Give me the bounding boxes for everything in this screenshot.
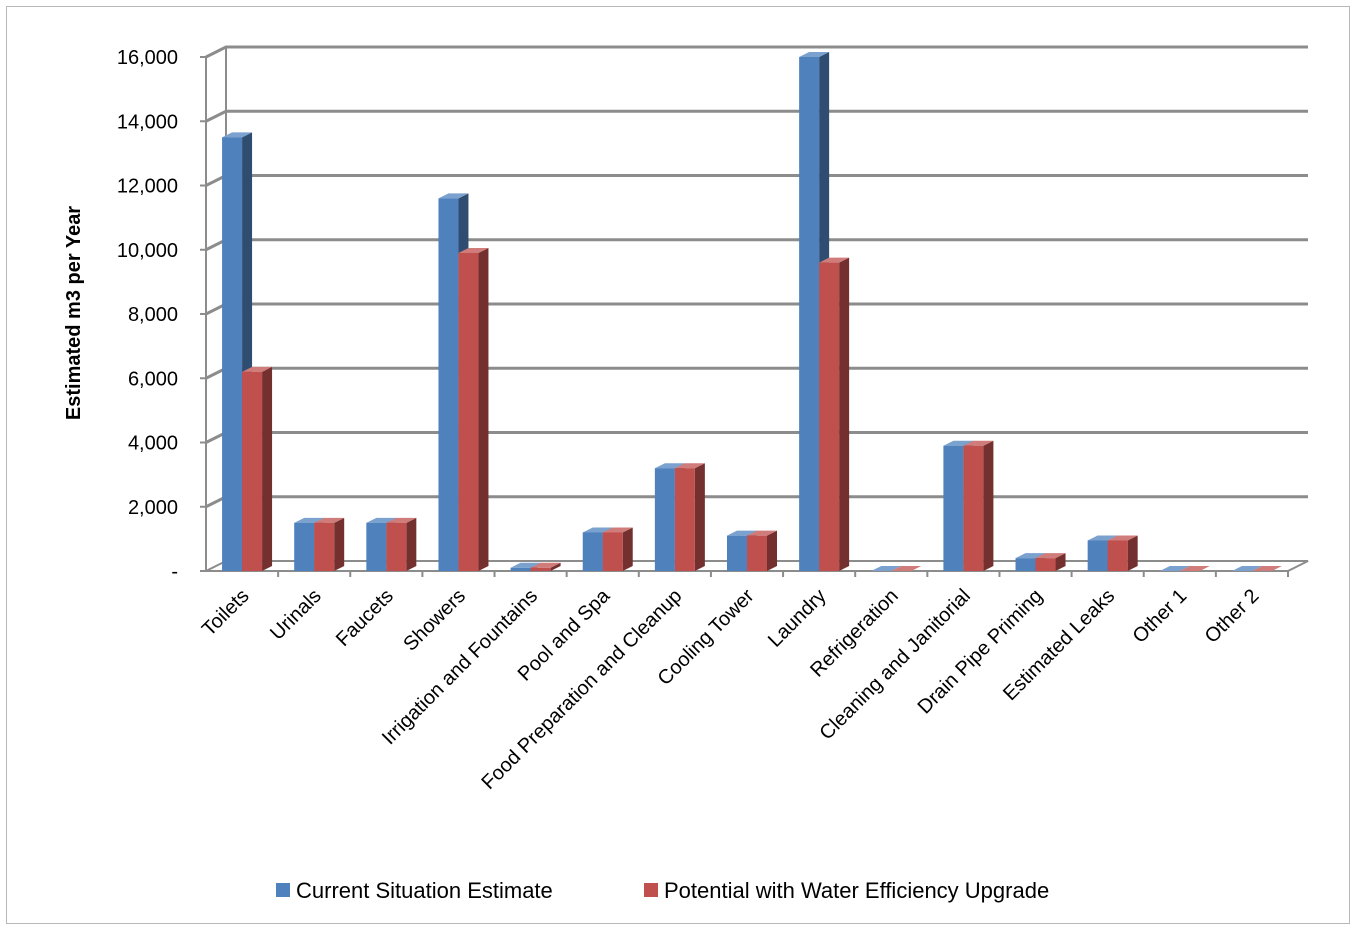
legend-label-potential: Potential with Water Efficiency Upgrade xyxy=(664,878,1049,903)
y-tick-label: 6,000 xyxy=(128,368,178,390)
gridline xyxy=(205,45,1308,59)
gridline xyxy=(205,495,1308,509)
gridline xyxy=(205,109,1308,123)
bar-potential-4 xyxy=(530,562,561,571)
legend-swatch-potential xyxy=(644,883,658,897)
y-tick-label: 4,000 xyxy=(128,433,178,455)
bars-layer xyxy=(222,52,1282,571)
bar-potential-2 xyxy=(386,517,417,571)
bar-potential-1 xyxy=(314,517,345,571)
gridline xyxy=(205,302,1308,316)
y-tick-label: 14,000 xyxy=(117,111,178,133)
grid-layer xyxy=(205,45,1309,572)
y-tick-label: 12,000 xyxy=(117,176,178,198)
x-tick-label: Drain Pipe Priming xyxy=(914,585,1047,718)
y-tick-label: 16,000 xyxy=(117,47,178,69)
labels-layer: - 2,000 4,000 6,000 8,000 10,000 12,000 14,000 1… xyxy=(117,47,1264,794)
y-tick-label: 8,000 xyxy=(128,304,178,326)
gridline xyxy=(205,366,1308,380)
x-tick-label: Urinals xyxy=(266,585,326,645)
legend: Current Situation Estimate Potential wit… xyxy=(276,878,1049,903)
x-tick-label: Showers xyxy=(399,585,470,656)
x-tick-label: Faucets xyxy=(332,585,398,651)
bar-potential-8 xyxy=(819,257,850,571)
bar-potential-11 xyxy=(1035,553,1066,571)
gridline xyxy=(205,174,1308,187)
x-tick-label: Other 1 xyxy=(1129,585,1192,648)
gridline xyxy=(205,431,1308,444)
bar-potential-9 xyxy=(891,566,922,571)
gridline xyxy=(205,238,1308,252)
x-tick-label: Laundry xyxy=(764,585,831,652)
y-tick-label: 10,000 xyxy=(117,240,178,262)
bar-potential-13 xyxy=(1179,566,1210,571)
y-axis-title: Estimated m3 per Year xyxy=(63,206,85,420)
bar-potential-6 xyxy=(674,463,705,571)
bar-potential-12 xyxy=(1107,535,1138,571)
x-tick-label: Other 2 xyxy=(1201,585,1264,648)
bar-potential-10 xyxy=(963,440,994,571)
legend-swatch-current xyxy=(276,883,290,897)
bar-potential-7 xyxy=(747,530,777,571)
legend-label-current: Current Situation Estimate xyxy=(296,878,553,903)
y-tick-label: - xyxy=(171,561,178,583)
bar-potential-3 xyxy=(458,247,489,571)
y-tick-label: 2,000 xyxy=(128,497,178,519)
bar-potential-0 xyxy=(242,366,273,571)
bar-potential-5 xyxy=(602,527,633,571)
x-tick-label: Toilets xyxy=(198,585,254,641)
bar-potential-14 xyxy=(1251,566,1282,571)
axis-layer xyxy=(200,56,1289,577)
